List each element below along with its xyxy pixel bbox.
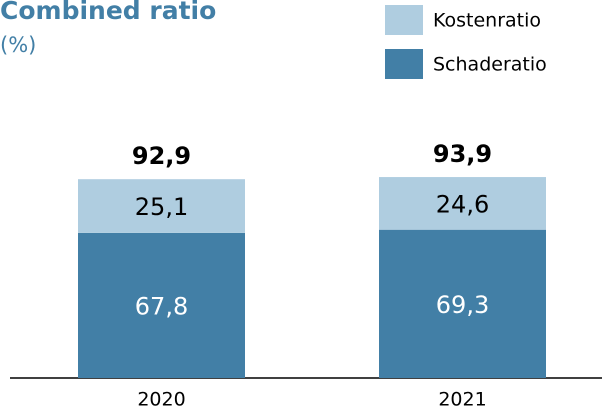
value-label: 67,8 xyxy=(135,292,188,320)
total-label: 92,9 xyxy=(132,142,191,170)
value-label: 24,6 xyxy=(436,190,489,218)
legend-swatch xyxy=(385,5,423,35)
bar-segment xyxy=(78,179,245,233)
x-tick-label: 2020 xyxy=(137,389,185,410)
bar-segment xyxy=(379,177,546,230)
total-label: 93,9 xyxy=(433,140,492,168)
legend-swatch xyxy=(385,49,423,79)
value-label: 69,3 xyxy=(436,291,489,319)
bar-segment xyxy=(379,229,546,378)
legend-label: Schaderatio xyxy=(433,54,547,76)
bar-segment xyxy=(78,232,245,378)
value-label: 25,1 xyxy=(135,193,188,221)
x-tick-label: 2021 xyxy=(438,389,486,410)
legend-label: Kostenratio xyxy=(433,10,541,32)
chart-title: Combined ratio xyxy=(0,0,216,25)
chart-subtitle: (%) xyxy=(0,33,36,57)
